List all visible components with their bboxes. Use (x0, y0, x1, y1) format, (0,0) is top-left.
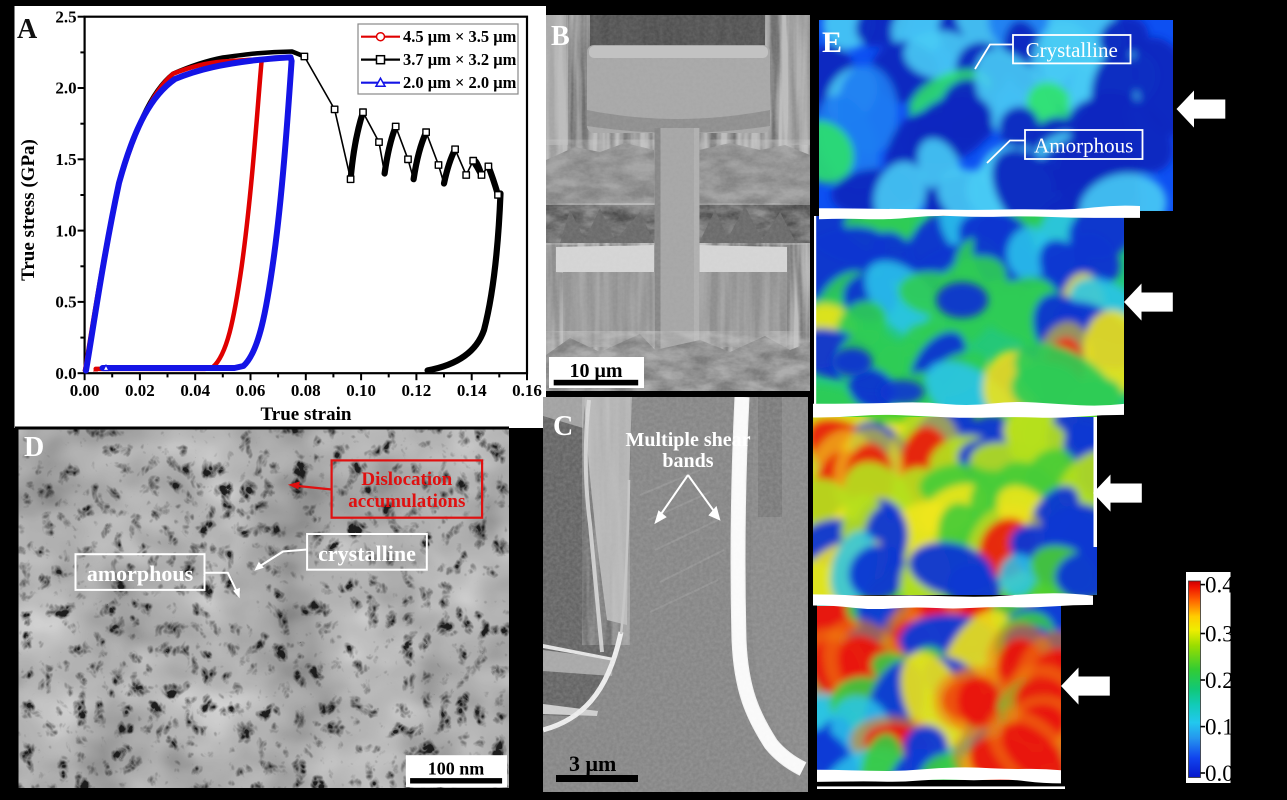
svg-text:C: C (553, 411, 573, 442)
svg-text:accumulations: accumulations (348, 491, 465, 512)
svg-text:0.10: 0.10 (346, 381, 376, 400)
svg-text:0.14: 0.14 (457, 381, 487, 400)
svg-text:E: E (822, 26, 842, 59)
svg-text:2.0: 2.0 (55, 79, 76, 98)
svg-text:crystalline: crystalline (318, 541, 416, 566)
svg-text:0.0: 0.0 (1205, 761, 1234, 786)
svg-text:0.1: 0.1 (1205, 715, 1234, 740)
svg-text:A: A (17, 14, 38, 45)
svg-text:0.02: 0.02 (125, 381, 155, 400)
svg-text:Crystalline: Crystalline (1026, 38, 1118, 62)
svg-text:0.06: 0.06 (236, 381, 266, 400)
svg-text:0.2: 0.2 (1205, 668, 1234, 693)
svg-text:0.3: 0.3 (1205, 622, 1234, 647)
svg-text:True stress (GPa): True stress (GPa) (18, 139, 39, 281)
svg-text:0.08: 0.08 (291, 381, 321, 400)
svg-text:3 μm: 3 μm (569, 751, 616, 776)
svg-text:Amorphous: Amorphous (1034, 134, 1133, 158)
svg-text:True strain: True strain (261, 404, 352, 425)
svg-text:4.5 μm × 3.5 μm: 4.5 μm × 3.5 μm (403, 27, 517, 46)
svg-text:2.5: 2.5 (55, 7, 76, 26)
svg-text:0.5: 0.5 (55, 293, 76, 312)
svg-text:100 nm: 100 nm (428, 759, 485, 779)
svg-text:0.0: 0.0 (55, 364, 76, 383)
svg-text:10 μm: 10 μm (570, 360, 623, 382)
svg-text:0.16: 0.16 (512, 381, 542, 400)
svg-text:2.0 μm × 2.0 μm: 2.0 μm × 2.0 μm (403, 73, 517, 92)
svg-text:Dislocation: Dislocation (361, 469, 452, 490)
svg-text:1.5: 1.5 (55, 150, 76, 169)
svg-text:Multiple shear: Multiple shear (626, 429, 751, 451)
svg-text:0.04: 0.04 (180, 381, 210, 400)
svg-text:amorphous: amorphous (87, 561, 194, 586)
svg-text:0.4: 0.4 (1205, 573, 1234, 598)
svg-text:3.7 μm × 3.2 μm: 3.7 μm × 3.2 μm (403, 50, 517, 69)
svg-text:B: B (551, 21, 570, 52)
svg-text:1.0: 1.0 (55, 221, 76, 240)
svg-text:bands: bands (662, 450, 713, 472)
svg-text:0.00: 0.00 (70, 381, 100, 400)
svg-text:D: D (24, 432, 44, 463)
svg-text:0.12: 0.12 (402, 381, 432, 400)
